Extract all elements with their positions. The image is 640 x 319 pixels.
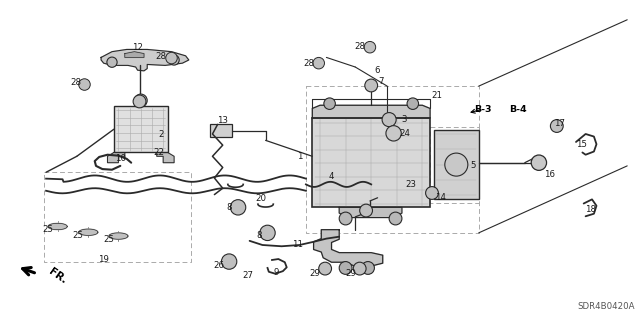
- Polygon shape: [312, 105, 430, 118]
- Text: 2: 2: [159, 130, 164, 139]
- Text: 8: 8: [227, 204, 232, 212]
- Circle shape: [324, 98, 335, 109]
- Circle shape: [550, 120, 563, 132]
- Bar: [434, 130, 479, 199]
- Text: 9: 9: [274, 268, 279, 277]
- Circle shape: [107, 57, 117, 67]
- Text: FR.: FR.: [47, 267, 68, 286]
- Text: 1: 1: [297, 152, 302, 161]
- Circle shape: [339, 262, 352, 274]
- Text: 28: 28: [354, 42, 365, 51]
- Text: 3: 3: [402, 115, 407, 124]
- Text: 24: 24: [399, 129, 410, 138]
- Text: 8: 8: [257, 231, 262, 240]
- Bar: [114, 106, 168, 152]
- Polygon shape: [48, 223, 67, 230]
- Circle shape: [364, 41, 376, 53]
- Circle shape: [134, 94, 147, 107]
- Circle shape: [531, 155, 547, 170]
- Circle shape: [382, 113, 396, 127]
- Circle shape: [166, 52, 177, 64]
- Circle shape: [353, 262, 366, 275]
- Circle shape: [386, 126, 401, 141]
- Text: 20: 20: [255, 194, 267, 203]
- Text: 11: 11: [292, 241, 303, 249]
- Polygon shape: [125, 52, 144, 57]
- Circle shape: [133, 95, 146, 108]
- Polygon shape: [79, 229, 98, 235]
- Polygon shape: [157, 152, 174, 163]
- Circle shape: [169, 55, 179, 65]
- Circle shape: [339, 212, 352, 225]
- Text: 26: 26: [213, 261, 225, 270]
- Text: SDR4B0420A: SDR4B0420A: [577, 302, 635, 311]
- Text: 14: 14: [435, 193, 446, 202]
- Text: 19: 19: [99, 255, 109, 263]
- Circle shape: [407, 98, 419, 109]
- Bar: [210, 124, 232, 137]
- Text: 18: 18: [584, 205, 596, 214]
- Text: 17: 17: [554, 119, 566, 128]
- Text: 13: 13: [217, 116, 228, 125]
- Text: 28: 28: [70, 78, 81, 87]
- Text: 25: 25: [103, 235, 115, 244]
- Circle shape: [260, 225, 275, 241]
- Circle shape: [79, 79, 90, 90]
- Text: 27: 27: [243, 271, 254, 280]
- Text: 12: 12: [132, 43, 143, 52]
- Text: 25: 25: [72, 231, 84, 240]
- Text: 29: 29: [310, 269, 320, 278]
- Polygon shape: [101, 49, 189, 71]
- Circle shape: [365, 79, 378, 92]
- Text: B-4: B-4: [509, 105, 527, 114]
- Polygon shape: [339, 207, 402, 218]
- Text: 25: 25: [42, 225, 54, 234]
- Text: 10: 10: [115, 154, 126, 163]
- Circle shape: [230, 200, 246, 215]
- Circle shape: [319, 262, 332, 275]
- Circle shape: [221, 254, 237, 269]
- Circle shape: [389, 212, 402, 225]
- Circle shape: [426, 187, 438, 199]
- Text: 23: 23: [405, 180, 417, 189]
- Polygon shape: [108, 152, 125, 163]
- Text: 16: 16: [543, 170, 555, 179]
- Polygon shape: [109, 233, 128, 239]
- Text: 29: 29: [346, 269, 356, 278]
- Text: 22: 22: [153, 148, 164, 157]
- Text: B-3: B-3: [474, 105, 492, 114]
- Circle shape: [360, 204, 372, 217]
- Text: 6: 6: [375, 66, 380, 75]
- Text: 4: 4: [329, 172, 334, 181]
- Circle shape: [313, 57, 324, 69]
- Text: 28: 28: [156, 52, 167, 61]
- Text: 7: 7: [378, 77, 383, 86]
- Bar: [312, 118, 430, 207]
- Circle shape: [362, 262, 374, 274]
- Text: 15: 15: [575, 140, 587, 149]
- Circle shape: [445, 153, 468, 176]
- Text: 5: 5: [471, 161, 476, 170]
- Text: 21: 21: [431, 91, 442, 100]
- Text: 28: 28: [303, 59, 314, 68]
- Polygon shape: [314, 230, 383, 266]
